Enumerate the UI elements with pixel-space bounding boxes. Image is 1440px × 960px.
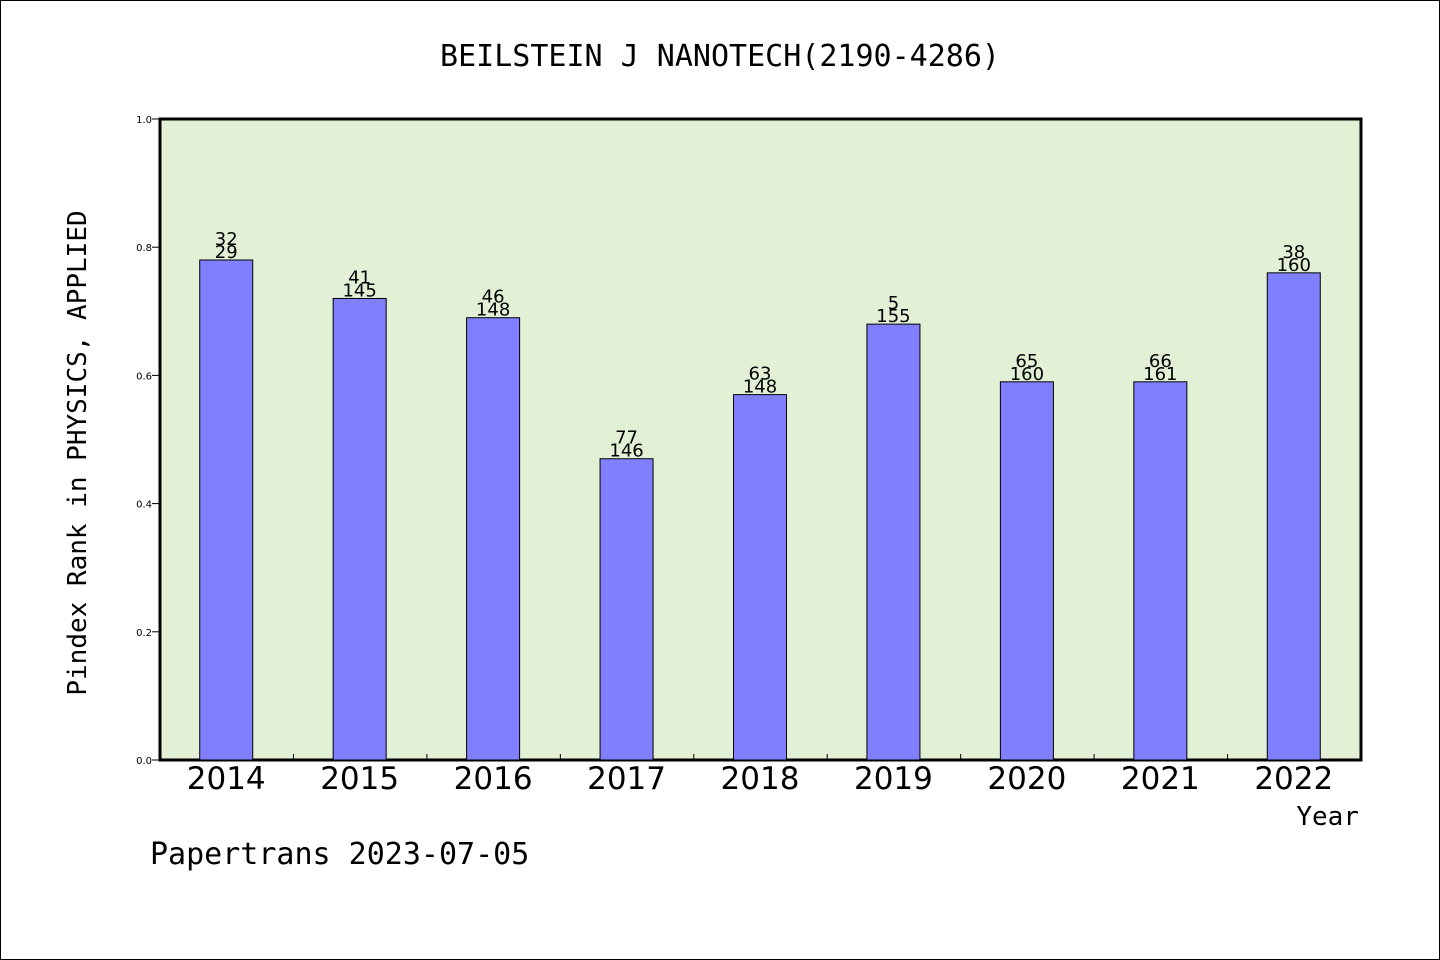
bar-2022 [1266, 272, 1321, 761]
y-axis-label: Pindex Rank in PHYSICS, APPLIED [63, 210, 93, 695]
y-tick-label: 1.0 [136, 115, 152, 126]
y-axis: 0.0 0.2 0.4 0.6 0.8 1.0 [136, 115, 160, 767]
bar-2018 [733, 394, 787, 761]
bar-label-bottom: 148 [476, 300, 510, 321]
bar-label-bottom: 160 [1277, 255, 1311, 276]
y-tick-label: 0.6 [136, 371, 152, 382]
x-tick-label: 2019 [854, 761, 933, 797]
x-tick-label: 2020 [987, 761, 1066, 797]
bar-label-bottom: 145 [342, 280, 376, 301]
x-tick-label: 2015 [320, 761, 399, 797]
x-tick-label: 2021 [1121, 761, 1200, 797]
x-tick-label: 2017 [587, 761, 666, 797]
bar-label-bottom: 155 [876, 306, 910, 327]
bar-label-bottom: 161 [1143, 364, 1177, 385]
y-tick-label: 0.2 [136, 628, 152, 639]
x-tick-label: 2018 [721, 761, 800, 797]
bar-2019 [866, 323, 921, 761]
bar-2017 [599, 458, 654, 761]
bar-label-top: 32 [215, 229, 238, 250]
x-axis-label: Year [1296, 802, 1359, 832]
x-tick-label: 2014 [187, 761, 266, 797]
bar-label-top: 66 [1149, 351, 1172, 372]
bar-label-top: 5 [888, 293, 899, 314]
bar-2015 [332, 297, 387, 761]
y-tick-label: 0.0 [136, 756, 152, 767]
bar-label-bottom: 148 [743, 377, 777, 398]
y-tick-label: 0.8 [136, 243, 152, 254]
bar-label-top: 65 [1015, 351, 1038, 372]
bar-label-top: 77 [615, 428, 638, 449]
footer-text: Papertrans 2023-07-05 [150, 837, 529, 872]
y-tick-label: 0.4 [136, 500, 152, 511]
bar-label-top: 63 [749, 364, 772, 385]
bar-2020 [999, 381, 1054, 761]
bar-label-bottom: 29 [215, 242, 238, 263]
bar-2021 [1133, 381, 1188, 761]
bar-label-bottom: 160 [1010, 364, 1044, 385]
x-tick-label: 2016 [454, 761, 533, 797]
bar-2016 [466, 317, 521, 761]
x-axis: 2014 2015 2016 2017 2018 2019 2020 2021 2022 [187, 754, 1333, 797]
x-tick-label: 2022 [1254, 761, 1333, 797]
bar-label-top: 38 [1282, 242, 1305, 263]
bar-2014 [199, 259, 254, 761]
bar-label-top: 41 [348, 267, 371, 288]
chart-title: BEILSTEIN J NANOTECH(2190-4286) [440, 39, 1000, 74]
bar-label-top: 46 [482, 287, 505, 308]
bar-label-bottom: 146 [609, 441, 643, 462]
